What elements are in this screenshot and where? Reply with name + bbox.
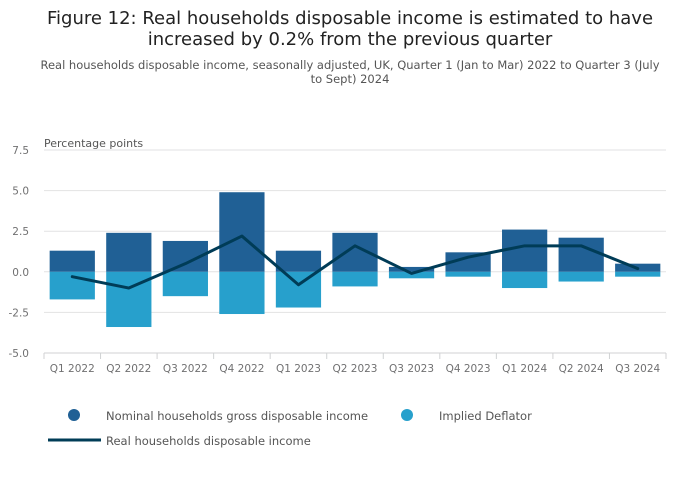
legend-label-deflator: Implied Deflator <box>439 409 532 423</box>
bar-deflator <box>332 271 378 287</box>
y-tick-label: 5.0 <box>12 186 29 198</box>
bar-deflator <box>162 271 208 297</box>
x-tick-label: Q1 2023 <box>276 363 321 375</box>
bar-deflator <box>502 271 548 289</box>
y-tick-label: 2.5 <box>12 226 29 238</box>
legend-label-nominal: Nominal households gross disposable inco… <box>106 409 368 423</box>
y-axis-label: Percentage points <box>44 137 143 150</box>
chart-title: Figure 12: Real households disposable in… <box>46 8 654 50</box>
x-tick-label: Q1 2022 <box>50 363 95 375</box>
x-tick-label: Q3 2024 <box>615 363 660 375</box>
y-tick-label: -2.5 <box>9 307 30 319</box>
y-tick-label: -5.0 <box>9 348 30 360</box>
x-tick-label: Q4 2022 <box>219 363 264 375</box>
bar-nominal <box>106 232 152 272</box>
chart-subtitle: Real households disposable income, seaso… <box>40 58 660 86</box>
bar-deflator <box>615 271 661 277</box>
x-tick-label: Q2 2024 <box>559 363 604 375</box>
bar-nominal <box>558 237 604 272</box>
bar-nominal <box>49 250 95 272</box>
bar-nominal <box>275 250 322 272</box>
bar-deflator <box>219 271 265 315</box>
bar-nominal <box>445 252 491 272</box>
x-tick-label: Q2 2023 <box>332 363 377 375</box>
bar-deflator <box>388 271 435 279</box>
x-tick-label: Q3 2023 <box>389 363 434 375</box>
bar-deflator <box>275 271 322 308</box>
y-tick-label: 0.0 <box>12 267 29 279</box>
x-tick-label: Q4 2023 <box>446 363 491 375</box>
bar-nominal <box>219 192 265 272</box>
legend-marker-nominal <box>68 409 80 421</box>
x-tick-label: Q3 2022 <box>163 363 208 375</box>
x-tick-label: Q2 2022 <box>106 363 151 375</box>
line-real-income <box>70 234 640 290</box>
legend-marker-deflator <box>401 409 413 421</box>
y-tick-label: 7.5 <box>12 145 29 157</box>
bar-nominal <box>502 229 548 272</box>
bar-nominal <box>388 266 435 272</box>
x-tick-label: Q1 2024 <box>502 363 547 375</box>
bar-deflator <box>558 271 604 282</box>
bar-deflator <box>445 271 491 277</box>
legend-label-real: Real households disposable income <box>106 434 311 448</box>
